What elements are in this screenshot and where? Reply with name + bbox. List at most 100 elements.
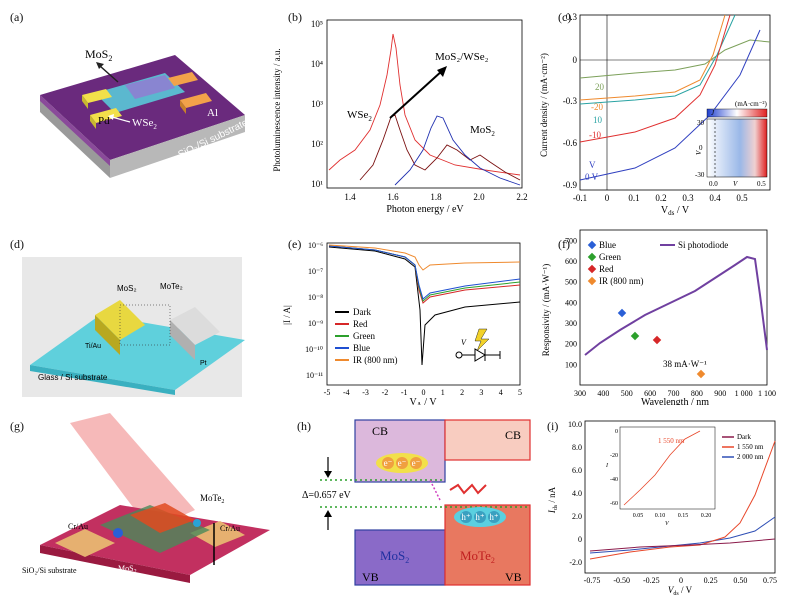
- pl-ytick: 10¹: [311, 179, 323, 189]
- c-ytick: 0: [573, 55, 578, 65]
- e-ir: [328, 244, 521, 271]
- i-xtick: 0: [679, 576, 683, 585]
- e-legend-item: Red: [353, 319, 368, 329]
- i-legend-item: Dark: [737, 433, 751, 441]
- inset-vds-label: V: [733, 180, 738, 188]
- panel-e-label: (e): [288, 237, 302, 251]
- i-inset-ytick: 0: [615, 429, 618, 435]
- f-legend-si: Si photodiode: [678, 240, 728, 250]
- e-xtick: 1: [441, 388, 445, 397]
- c-xtick: 0.5: [736, 193, 748, 203]
- c-xtick: 0: [605, 193, 610, 203]
- cb1-label: CB: [372, 424, 388, 438]
- mos2-spectrum: [394, 115, 521, 186]
- panel-f-label: (f): [558, 237, 570, 251]
- f-xtick: 1 000: [735, 389, 753, 398]
- f-ytick: 600: [565, 257, 577, 266]
- mos2-label-d: MoS₂: [117, 284, 137, 293]
- pl-xtick: 1.4: [344, 192, 356, 202]
- pl-ytick: 10²: [311, 139, 323, 149]
- f-xtick: 1 100: [758, 389, 776, 398]
- i-inset-xlabel: V: [665, 521, 670, 527]
- f-xtick: 500: [621, 389, 633, 398]
- e-xtick: 0: [422, 388, 426, 397]
- hole: h⁺: [489, 512, 499, 522]
- panel-h-label: (h): [297, 419, 311, 433]
- e-xtick: 3: [479, 388, 483, 397]
- mos2-label-a: MoS2: [85, 47, 112, 63]
- c-ytick: -0.6: [563, 138, 578, 148]
- i-xtick: 0.50: [733, 576, 747, 585]
- inset-j-label: J: [711, 109, 715, 117]
- panel-e: (e) |I / A| VA / V -5 -4 -3 -2 -1 0 1 2 3 4 5 10⁻⁶…: [265, 215, 535, 409]
- i-ytick: 0: [578, 535, 582, 544]
- green-point: [630, 331, 640, 341]
- vb1-label: VB: [362, 570, 379, 584]
- pl-spectrum-chart: Photoluminescence intensity / a.u. Photo…: [272, 19, 528, 215]
- panel-a-label: (a): [10, 10, 24, 24]
- pl-ytick: 10³: [311, 99, 323, 109]
- crau2-label: Cr/Au: [220, 524, 240, 533]
- e-red: [328, 245, 521, 304]
- cb2-label: CB: [505, 428, 521, 442]
- ir-point: [696, 369, 706, 379]
- f-ytick: 500: [565, 278, 577, 287]
- i-inset-ytick: -60: [610, 501, 618, 507]
- blue-point: [617, 308, 627, 318]
- device-schematic-g: 1550 nm MoTe2 Cr/Au Cr/Au MoS2 SiO₂/Si s…: [22, 413, 270, 583]
- c-ytick: -0.9: [563, 180, 578, 190]
- e-ytick: 10⁻¹⁰: [305, 345, 323, 354]
- i-xtick: -0.25: [643, 576, 660, 585]
- hole: h⁺: [475, 512, 485, 522]
- c-ytick: 0.3: [566, 12, 578, 22]
- tiau-label: Ti/Au: [85, 343, 101, 350]
- i-legend-item: 2 000 nm: [737, 453, 764, 461]
- arrow: [389, 69, 444, 119]
- mos2-label-g: MoS2: [118, 564, 137, 575]
- f-xtick: 700: [668, 389, 680, 398]
- inset-ytick: 30: [697, 119, 705, 127]
- e-ytick: 10⁻⁶: [308, 241, 323, 250]
- inset-unit: (mA·cm⁻²): [735, 100, 768, 108]
- e-xtick: 5: [518, 388, 522, 397]
- curve-m20: [579, 14, 726, 101]
- band-diagram: CB CB VB VB MoS2 MoTe2 Δ=0.657 eV e⁻ e⁻ …: [302, 419, 531, 586]
- i-xtick: -0.50: [613, 576, 630, 585]
- c-ytick: -0.3: [563, 96, 578, 106]
- f-xtick: 900: [714, 389, 726, 398]
- i-dark: [589, 538, 776, 552]
- e-xtick: 2: [460, 388, 464, 397]
- f-legend-red: Red: [599, 264, 614, 274]
- pl-xtick: 1.6: [387, 192, 399, 202]
- mos2-label-b: MoS2: [470, 124, 495, 138]
- substrate-label-g: SiO₂/Si substrate: [22, 566, 77, 575]
- e-ytick: 10⁻⁸: [308, 293, 323, 302]
- wse2-spectrum: [328, 33, 521, 176]
- c-xtick: 0.2: [655, 193, 666, 203]
- f-ytick: 100: [565, 360, 577, 369]
- i-inset-xtick: 0.05: [633, 513, 644, 519]
- pl-xtick: 1.8: [430, 192, 442, 202]
- e-xtick: -1: [401, 388, 408, 397]
- e-xtick: -5: [324, 388, 331, 397]
- inset-xtick: 0.0: [709, 180, 718, 188]
- f-ytick: 700: [565, 236, 577, 245]
- f-ytick: 200: [565, 340, 577, 349]
- e-ylabel: |I / A|: [282, 305, 292, 325]
- iv-log-chart: |I / A| VA / V -5 -4 -3 -2 -1 0 1 2 3 4 5 10⁻⁶ 10⁻…: [282, 241, 522, 409]
- substrate-label-d: Glass / Si substrate: [38, 373, 108, 382]
- i-ytick: -2.0: [569, 558, 582, 567]
- c-ylabel: Current density / (mA·cm⁻²): [539, 53, 549, 157]
- wse2-label-a: WSe2: [132, 117, 157, 131]
- pl-xtick: 2.2: [516, 192, 527, 202]
- inset-xtick: 0.5: [757, 180, 766, 188]
- pl-ylabel: Photoluminescence intensity / a.u.: [272, 48, 282, 171]
- i-xtick: -0.75: [584, 576, 601, 585]
- mote2-label-d: MoTe₂: [160, 282, 183, 291]
- panel-d-label: (d): [10, 237, 24, 251]
- i-ylabel: Ids / nA: [547, 486, 559, 514]
- i-ytick: 8.0: [572, 443, 582, 452]
- i-legend-item: 1 550 nm: [737, 443, 764, 451]
- i-inset-xtick: 0.15: [678, 513, 689, 519]
- wavelength-label: 1550 nm: [50, 469, 86, 510]
